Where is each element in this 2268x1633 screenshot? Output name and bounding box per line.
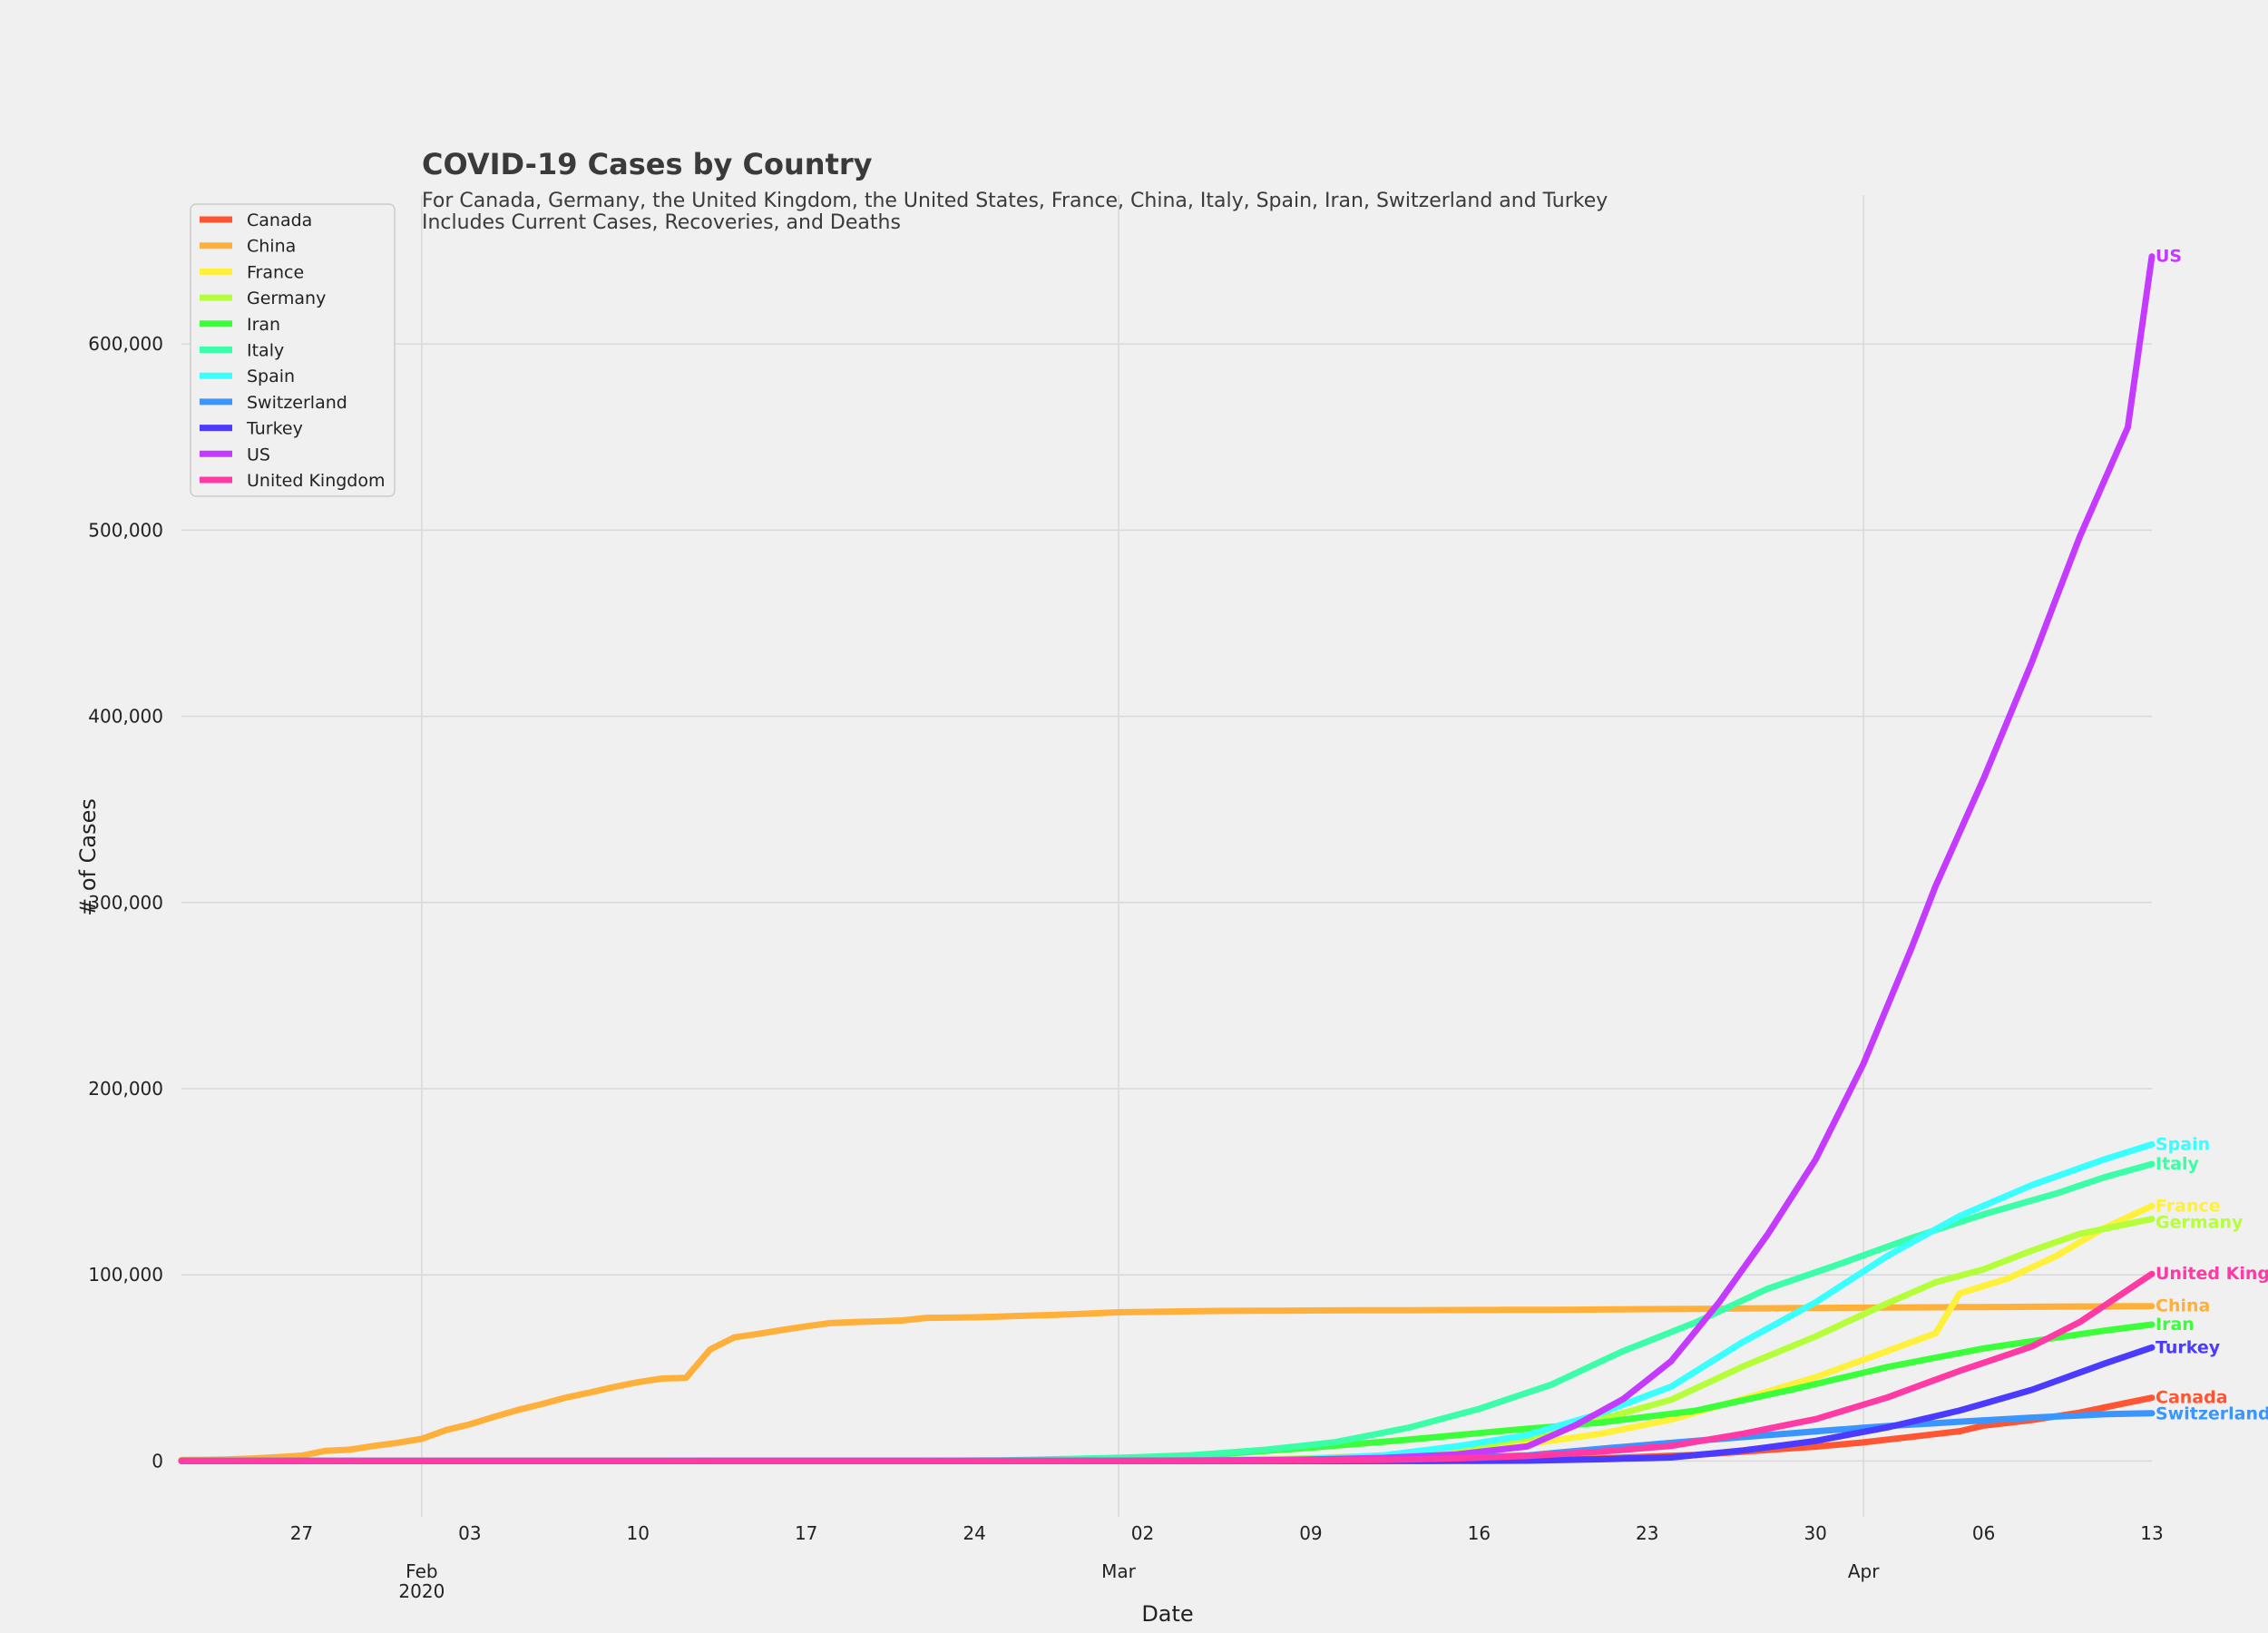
end-label-canada: Canada [2156, 1388, 2228, 1408]
y-tick-label: 0 [152, 1450, 163, 1472]
legend-label: Switzerland [247, 393, 347, 413]
x-tick-label: 13 [2140, 1522, 2163, 1544]
legend-label: US [247, 445, 270, 464]
tick-layer: 0 100,000 200,000 300,000 400,000 500,000 600,… [88, 333, 2163, 1602]
x-tick-label: 23 [1636, 1522, 1658, 1544]
end-label-turkey: Turkey [2156, 1337, 2221, 1357]
x-tick-label: 09 [1299, 1522, 1322, 1544]
legend-box [190, 203, 396, 497]
legend-label: Italy [247, 341, 284, 361]
y-tick-label: 200,000 [88, 1078, 163, 1100]
legend: Canada China France Germany Iran Italy Spain Sw… [190, 203, 396, 497]
series-line-us [178, 253, 2156, 1464]
legend-items: Canada China France Germany Iran Italy Spain Sw… [200, 210, 386, 491]
x-tick-label: 03 [458, 1522, 481, 1544]
y-tick-label: 400,000 [88, 706, 163, 728]
series-line-united-kingdom [178, 1270, 2156, 1464]
x-major-tick-label: Feb [406, 1560, 437, 1582]
y-axis-label: # of Cases [75, 798, 101, 916]
y-tick-label: 600,000 [88, 333, 163, 355]
x-tick-label: 10 [627, 1522, 650, 1544]
chart-subtitle-line-1: For Canada, Germany, the United Kingdom,… [422, 190, 1608, 212]
x-major-tick-label: Mar [1101, 1560, 1137, 1582]
x-year-label: 2020 [398, 1580, 445, 1602]
legend-label: Turkey [246, 419, 303, 439]
legend-label: Germany [247, 288, 326, 308]
x-tick-label: 27 [290, 1522, 313, 1544]
end-label-germany: Germany [2156, 1212, 2244, 1232]
x-major-tick-label: Apr [1848, 1560, 1880, 1582]
series-line-china [178, 1303, 2156, 1463]
y-tick-label: 300,000 [88, 892, 163, 914]
series-layer [178, 253, 2156, 1464]
end-label-italy: Italy [2156, 1154, 2199, 1174]
end-label-switzerland: Switzerland [2156, 1404, 2268, 1424]
x-tick-label: 24 [963, 1522, 985, 1544]
x-tick-label: 02 [1131, 1522, 1154, 1544]
end-label-iran: Iran [2156, 1315, 2195, 1335]
end-label-united-kingdom: United Kingdom [2156, 1264, 2268, 1284]
legend-label: Spain [247, 367, 295, 386]
end-label-china: China [2156, 1296, 2210, 1316]
end-label-us: US [2156, 247, 2182, 267]
end-label-spain: Spain [2156, 1134, 2210, 1154]
chart-title: COVID-19 Cases by Country [422, 147, 873, 181]
legend-label: United Kingdom [247, 471, 386, 491]
y-tick-label: 500,000 [88, 519, 163, 541]
x-tick-label: 30 [1804, 1522, 1826, 1544]
x-tick-label: 06 [1972, 1522, 1995, 1544]
end-label-france: France [2156, 1196, 2221, 1216]
legend-label: China [247, 237, 296, 257]
legend-label: France [247, 262, 304, 282]
legend-label: Canada [247, 210, 312, 230]
x-tick-label: 17 [795, 1522, 817, 1544]
chart-subtitle-line-2: Includes Current Cases, Recoveries, and … [422, 211, 901, 234]
grid-layer [181, 195, 2152, 1517]
legend-label: Iran [247, 315, 280, 335]
x-tick-label: 16 [1468, 1522, 1491, 1544]
y-tick-label: 100,000 [88, 1264, 163, 1286]
x-axis-label: Date [1141, 1601, 1193, 1627]
series-line-spain [178, 1140, 2156, 1464]
